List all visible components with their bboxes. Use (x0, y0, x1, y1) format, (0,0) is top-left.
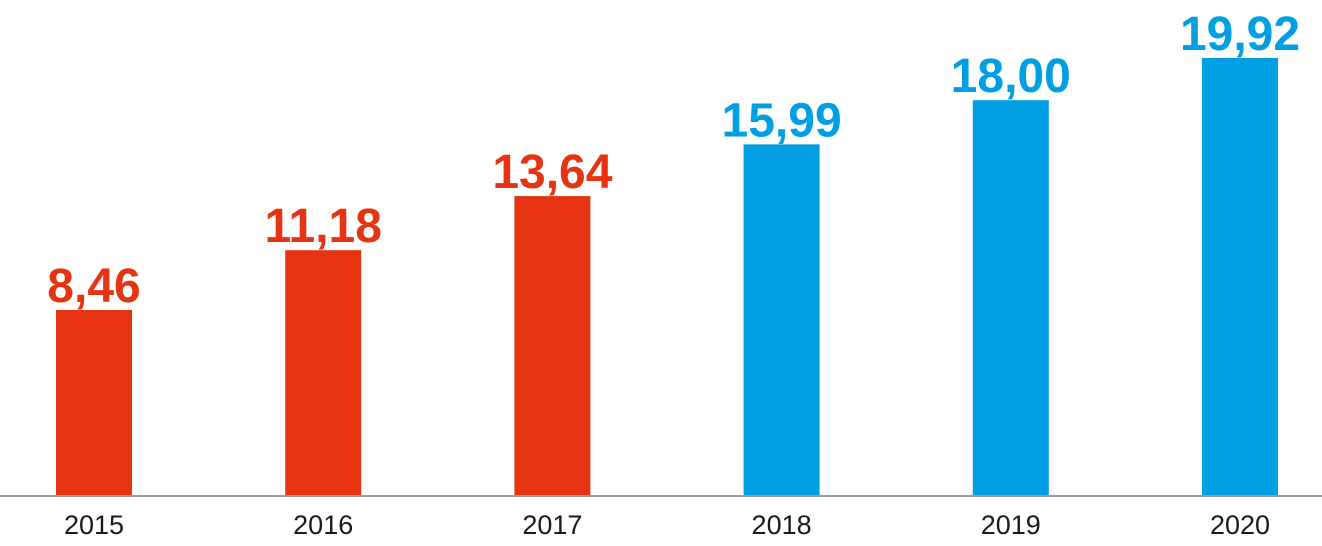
bar-2016 (285, 250, 362, 496)
x-tick-label-2017: 2017 (522, 510, 582, 540)
bar-2020 (1202, 58, 1278, 496)
x-tick-label-2016: 2016 (293, 510, 353, 540)
value-label-2020: 19,92 (1180, 8, 1300, 61)
value-label-2018: 15,99 (722, 94, 842, 147)
value-label-2017: 13,64 (492, 146, 612, 199)
bar-2018 (743, 144, 820, 496)
bar-2015 (56, 310, 132, 496)
x-tick-label-2019: 2019 (981, 510, 1041, 540)
value-label-2016: 11,18 (264, 200, 381, 253)
x-tick-label-2020: 2020 (1210, 510, 1270, 540)
bars-layer (56, 58, 1278, 496)
value-label-2019: 18,00 (951, 50, 1071, 103)
bar-2017 (514, 196, 591, 496)
x-tick-labels: 2015 2016 2017 2018 2019 2020 (64, 510, 1270, 540)
bar-2019 (972, 100, 1049, 496)
x-tick-label-2018: 2018 (752, 510, 812, 540)
value-label-2015: 8,46 (47, 260, 140, 313)
value-labels-layer: 8,46 11,18 13,64 15,99 18,00 19,92 (47, 8, 1300, 313)
x-tick-label-2015: 2015 (64, 510, 124, 540)
